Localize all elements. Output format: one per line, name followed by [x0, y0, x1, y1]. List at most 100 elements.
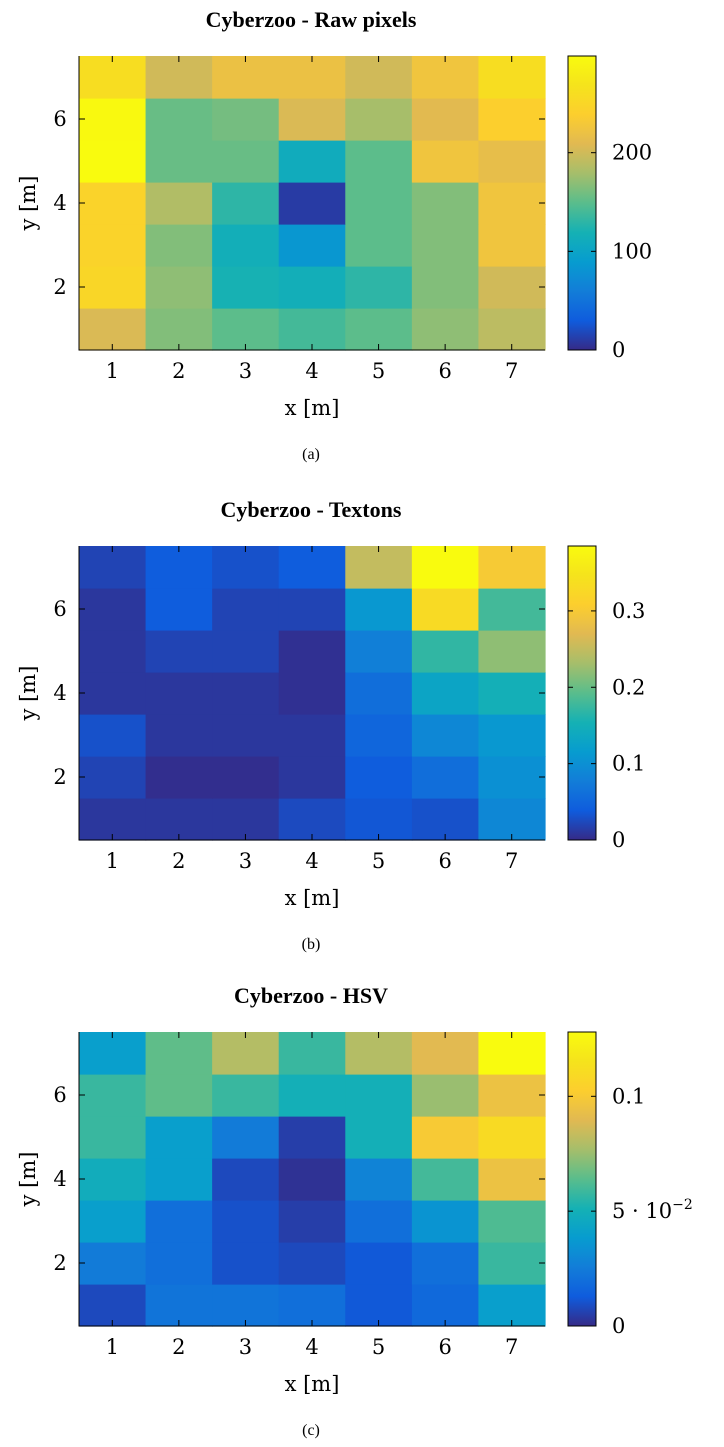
heatmap-cell [478, 1116, 546, 1159]
heatmap-cell [411, 588, 480, 631]
heatmap-cell [478, 182, 546, 225]
heatmap-cell [212, 630, 280, 673]
colorbar-tick-label: 0.3 [612, 599, 645, 623]
heatmap-cell [478, 672, 546, 715]
figure-caption: (b) [302, 936, 321, 953]
heatmap-cell [145, 1116, 213, 1159]
x-tick-label: 5 [372, 849, 385, 873]
colorbar [567, 55, 597, 351]
heatmap-cell [345, 1242, 413, 1285]
heatmap-cell [145, 588, 213, 631]
x-tick-label: 6 [438, 1335, 451, 1359]
heatmap-cell [278, 1200, 346, 1243]
heatmap-cell [478, 1200, 546, 1243]
heatmap-chart: Cyberzoo - Textons 1 2 3 4 5 6 7 2 4 6 x [m] y [m] 0 0… [16, 497, 645, 953]
heatmap-cell [411, 1200, 480, 1243]
heatmap-cell [212, 1200, 280, 1243]
heatmap-cell [411, 630, 480, 673]
heatmap-cell [478, 714, 546, 757]
heatmap-cell [478, 1284, 546, 1327]
heatmap-cell [278, 588, 346, 631]
heatmap-cell [79, 630, 147, 673]
heatmap-cell [79, 1284, 147, 1327]
heatmap-cell [145, 546, 213, 589]
heatmap-cell [212, 672, 280, 715]
colorbar-tick-label: 200 [612, 141, 652, 165]
y-tick-label: 2 [53, 765, 66, 789]
chart-title: Cyberzoo - HSV [234, 983, 388, 1008]
heatmap-cell [345, 224, 413, 267]
heatmap-cell [212, 1158, 280, 1201]
axes-frame [78, 1032, 545, 1327]
heatmap-cell [411, 1284, 480, 1327]
heatmap-cell [212, 756, 280, 799]
heatmap-cell [411, 266, 480, 309]
heatmap-cell [278, 1158, 346, 1201]
x-tick-label: 6 [438, 849, 451, 873]
x-axis-label: x [m] [285, 886, 340, 910]
heatmap-cell [212, 714, 280, 757]
heatmap-cell [345, 588, 413, 631]
colorbar [567, 545, 597, 841]
heatmap-cell [411, 308, 480, 351]
axes-frame [78, 546, 545, 841]
heatmap-cells [79, 1032, 546, 1327]
heatmap-cell [145, 1200, 213, 1243]
y-axis-label: y [m] [16, 1152, 40, 1208]
heatmap-cell [145, 672, 213, 715]
y-axis-label: y [m] [16, 666, 40, 722]
heatmap-cell [345, 546, 413, 589]
heatmap-cell [278, 308, 346, 351]
x-tick-label: 1 [106, 849, 119, 873]
x-tick-label: 4 [305, 1335, 318, 1359]
colorbar [567, 1031, 597, 1327]
heatmap-cell [345, 182, 413, 225]
heatmap-cell [345, 756, 413, 799]
heatmap-cell [411, 56, 480, 99]
heatmap-cell [145, 1074, 213, 1117]
heatmap-cell [345, 1284, 413, 1327]
heatmap-cells [79, 56, 546, 351]
x-tick-label: 4 [305, 359, 318, 383]
heatmap-cell [278, 224, 346, 267]
x-tick-label: 5 [372, 359, 385, 383]
heatmap-panel-raw-pixels: Cyberzoo - Raw pixels 1 2 3 4 5 6 7 2 4 6 x [m] y [m… [0, 0, 724, 482]
heatmap-cell [145, 1032, 213, 1075]
y-tick-label: 6 [53, 107, 66, 131]
heatmap-panel-hsv: Cyberzoo - HSV 1 2 3 4 5 6 7 2 4 6 x [m] y [m] 0 5 · 1… [0, 976, 724, 1447]
heatmap-cell [79, 140, 147, 183]
y-tick-label: 6 [53, 597, 66, 621]
heatmap-cell [278, 1032, 346, 1075]
heatmap-cell [411, 1074, 480, 1117]
heatmap-cell [212, 1074, 280, 1117]
heatmap-cell [79, 1074, 147, 1117]
heatmap-cell [145, 798, 213, 841]
y-tick-label: 6 [53, 1083, 66, 1107]
heatmap-cell [478, 308, 546, 351]
heatmap-cell [79, 672, 147, 715]
heatmap-cell [411, 798, 480, 841]
x-tick-label: 7 [505, 849, 518, 873]
y-tick-label: 2 [53, 275, 66, 299]
heatmap-cell [345, 98, 413, 141]
heatmap-cell [79, 756, 147, 799]
heatmap-cell [278, 1074, 346, 1117]
heatmap-cell [411, 1116, 480, 1159]
x-tick-label: 2 [172, 1335, 185, 1359]
heatmap-cell [145, 224, 213, 267]
heatmap-cell [478, 1032, 546, 1075]
heatmap-cell [345, 1200, 413, 1243]
heatmap-cell [478, 756, 546, 799]
y-tick-label: 4 [53, 681, 66, 705]
heatmap-cell [145, 56, 213, 99]
heatmap-cell [278, 672, 346, 715]
heatmap-cell [478, 266, 546, 309]
heatmap-cell [411, 546, 480, 589]
heatmap-cell [278, 756, 346, 799]
heatmap-cell [212, 308, 280, 351]
heatmap-cell [145, 1242, 213, 1285]
y-tick-label: 4 [53, 191, 66, 215]
heatmap-cell [278, 1284, 346, 1327]
x-tick-label: 1 [106, 1335, 119, 1359]
heatmap-cell [79, 224, 147, 267]
